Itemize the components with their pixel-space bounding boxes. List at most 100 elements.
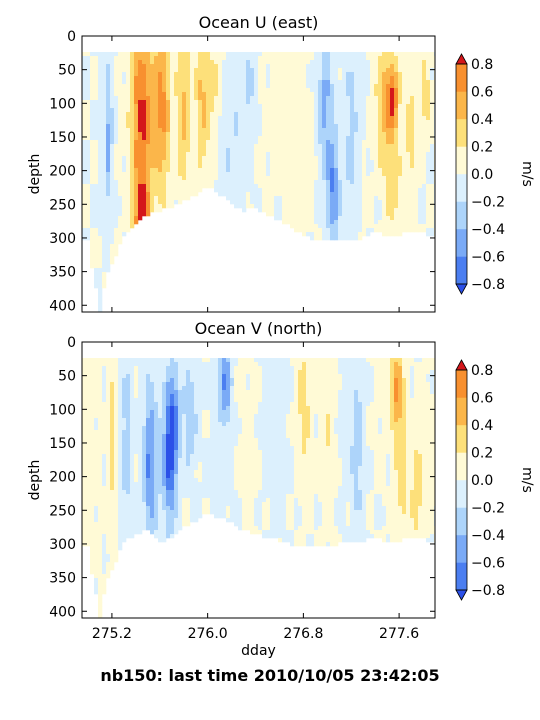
contour-cell <box>162 474 167 479</box>
contour-cell <box>282 208 287 213</box>
contour-cell <box>90 132 95 137</box>
contour-cell <box>402 100 407 105</box>
contour-cell <box>154 168 159 173</box>
contour-cell <box>310 196 315 201</box>
contour-cell <box>386 184 391 189</box>
contour-cell <box>118 156 123 161</box>
contour-cell <box>422 164 427 169</box>
contour-cell <box>146 398 151 403</box>
contour-cell <box>430 72 435 77</box>
contour-cell <box>238 180 243 185</box>
contour-cell <box>390 76 395 81</box>
contour-cell <box>362 140 367 145</box>
contour-cell <box>350 192 355 197</box>
contour-cell <box>174 80 179 85</box>
contour-cell <box>230 168 235 173</box>
contour-cell <box>386 164 391 169</box>
contour-cell <box>338 100 343 105</box>
contour-cell <box>358 208 363 213</box>
contour-cell <box>262 64 267 69</box>
colorbar-tick-label: −0.6 <box>471 250 505 266</box>
contour-cell <box>230 100 235 105</box>
contour-cell <box>270 156 275 161</box>
contour-cell <box>134 502 139 507</box>
contour-cell <box>322 108 327 113</box>
contour-cell <box>138 112 143 117</box>
contour-cell <box>82 466 87 471</box>
contour-cell <box>342 120 347 125</box>
contour-cell <box>374 188 379 193</box>
contour-cell <box>398 92 403 97</box>
contour-cell <box>302 152 307 157</box>
contour-cell <box>174 200 179 205</box>
contour-cell <box>306 172 311 177</box>
contour-cell <box>350 120 355 125</box>
contour-cell <box>430 128 435 133</box>
contour-cell <box>102 172 107 177</box>
contour-cell <box>118 466 123 471</box>
contour-cell <box>118 64 123 69</box>
contour-cell <box>418 84 423 89</box>
contour-cell <box>182 120 187 125</box>
contour-cell <box>246 84 251 89</box>
contour-cell <box>414 96 419 101</box>
contour-cell <box>142 462 147 467</box>
contour-cell <box>114 96 119 101</box>
contour-cell <box>254 204 259 209</box>
contour-cell <box>310 192 315 197</box>
contour-cell <box>82 88 87 93</box>
contour-cell <box>286 56 291 61</box>
contour-cell <box>198 88 203 93</box>
contour-cell <box>138 192 143 197</box>
contour-cell <box>398 160 403 165</box>
contour-cell <box>266 84 271 89</box>
contour-cell <box>150 526 155 531</box>
contour-cell <box>362 220 367 225</box>
contour-cell <box>362 188 367 193</box>
contour-cell <box>150 208 155 213</box>
contour-cell <box>98 120 103 125</box>
contour-cell <box>86 68 91 73</box>
contour-cell <box>134 362 139 367</box>
contour-cell <box>98 446 103 451</box>
contour-cell <box>154 478 159 483</box>
contour-cell <box>390 204 395 209</box>
contour-cell <box>422 188 427 193</box>
contour-cell <box>186 80 191 85</box>
contour-cell <box>334 180 339 185</box>
contour-cell <box>106 374 111 379</box>
colorbar-tick-label: −0.2 <box>471 195 505 211</box>
contour-cell <box>302 184 307 189</box>
contour-cell <box>334 88 339 93</box>
contour-cell <box>298 208 303 213</box>
contour-cell <box>98 56 103 61</box>
contour-cell <box>354 128 359 133</box>
contour-cell <box>246 116 251 121</box>
contour-cell <box>234 104 239 109</box>
contour-cell <box>318 228 323 233</box>
contour-cell <box>230 68 235 73</box>
contour-cell <box>374 192 379 197</box>
contour-cell <box>254 68 259 73</box>
contour-cell <box>286 116 291 121</box>
contour-cell <box>218 124 223 129</box>
contour-cell <box>246 156 251 161</box>
contour-cell <box>314 92 319 97</box>
contour-cell <box>82 96 87 101</box>
contour-cell <box>150 390 155 395</box>
contour-cell <box>322 172 327 177</box>
contour-cell <box>310 188 315 193</box>
contour-cell <box>114 442 119 447</box>
contour-cell <box>294 204 299 209</box>
contour-cell <box>278 136 283 141</box>
contour-cell <box>82 370 87 375</box>
contour-cell <box>118 92 123 97</box>
contour-cell <box>118 96 123 101</box>
contour-cell <box>130 144 135 149</box>
contour-cell <box>306 192 311 197</box>
contour-cell <box>98 276 103 281</box>
contour-cell <box>86 478 91 483</box>
contour-cell <box>122 56 127 61</box>
contour-cell <box>114 426 119 431</box>
contour-cell <box>158 450 163 455</box>
